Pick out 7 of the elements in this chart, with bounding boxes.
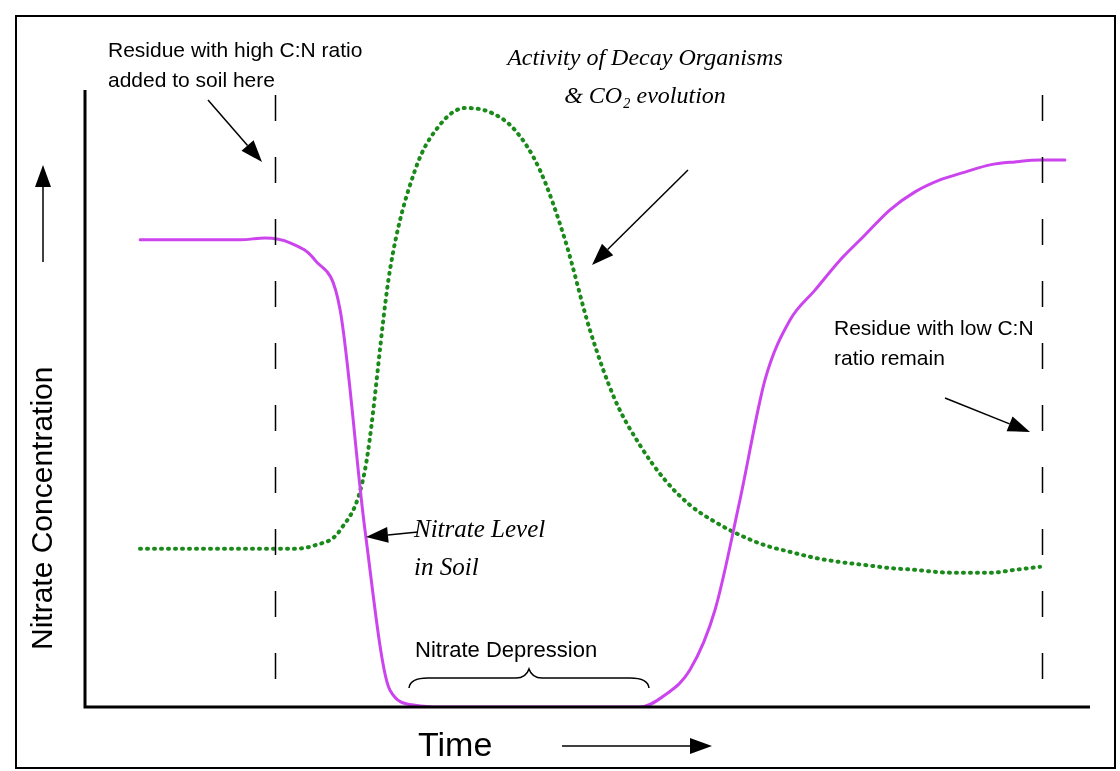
text: Residue with high C:N ratio added to soil here xyxy=(108,37,364,93)
x-axis-title: Time xyxy=(418,724,493,765)
y-axis-title: Nitrate Concentration xyxy=(24,366,59,650)
annotation: Activity of Decay Organisms & CO₂ evolution xyxy=(505,43,784,110)
annotation: Nitrate Level in Soil xyxy=(414,514,547,582)
annotation: Residue with low C:N ratio remain xyxy=(834,315,1034,371)
annotation: Nitrate Depression xyxy=(415,636,598,664)
